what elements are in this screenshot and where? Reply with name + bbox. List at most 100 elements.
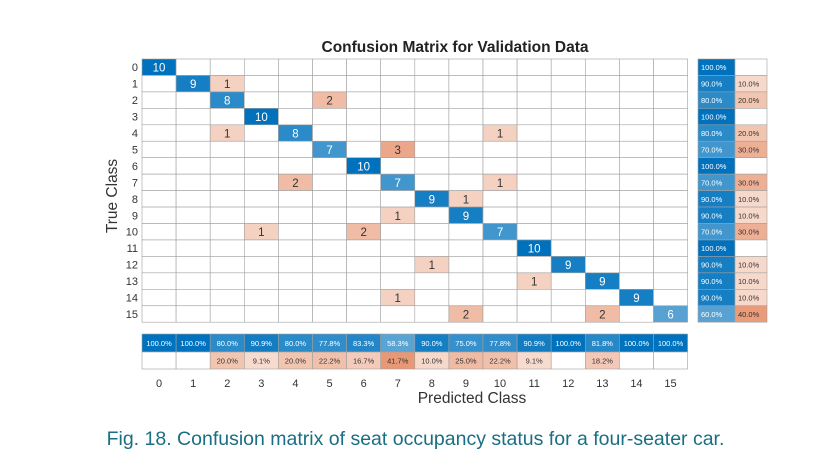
cell-count: 1	[531, 277, 537, 289]
matrix-cell	[516, 173, 552, 191]
matrix-cell	[516, 190, 552, 208]
column-summary-correct-label: 77.8%	[319, 339, 341, 348]
column-summary-incorrect-label: 22.2%	[319, 357, 341, 366]
matrix-cell	[653, 140, 688, 159]
matrix-cell	[584, 223, 620, 241]
x-tick-label: 14	[630, 378, 642, 390]
matrix-cell	[448, 239, 484, 257]
x-tick-label: 2	[224, 378, 230, 390]
matrix-cell	[619, 173, 654, 191]
matrix-cell	[209, 140, 245, 159]
y-tick-label: 0	[132, 62, 138, 74]
matrix-cell	[448, 157, 484, 175]
row-summary-correct-label: 60.0%	[701, 310, 723, 319]
column-summary-incorrect-label: 9.1%	[526, 357, 543, 366]
matrix-cell	[653, 91, 688, 109]
matrix-cell	[278, 140, 313, 159]
x-tick-label: 12	[562, 378, 574, 390]
x-tick-label: 3	[258, 378, 264, 390]
matrix-cell	[414, 239, 450, 257]
matrix-cell	[346, 288, 382, 307]
matrix-cell	[584, 140, 620, 159]
cell-count: 9	[463, 211, 469, 223]
row-summary-correct-label: 70.0%	[701, 178, 723, 187]
x-tick-label: 11	[528, 378, 539, 390]
x-tick-label: 8	[429, 378, 435, 390]
matrix-cell	[653, 239, 688, 257]
cell-count: 1	[497, 178, 503, 190]
matrix-cell	[209, 256, 245, 274]
matrix-cell	[312, 75, 347, 93]
y-axis-label: True Class	[104, 159, 121, 234]
matrix-cell	[209, 190, 245, 208]
x-tick-label: 7	[395, 378, 401, 390]
column-summary-incorrect-label: 20.0%	[217, 357, 239, 366]
matrix-cell	[414, 91, 450, 109]
matrix-cell	[244, 140, 279, 159]
matrix-cell	[653, 124, 688, 142]
cell-count: 2	[463, 309, 469, 321]
matrix-cell	[448, 288, 484, 307]
matrix-cell	[346, 272, 382, 290]
matrix-cell	[175, 124, 211, 142]
column-summary-incorrect-cell	[653, 351, 688, 370]
matrix-cell	[516, 91, 552, 109]
matrix-cell	[380, 124, 416, 142]
matrix-cell	[312, 58, 347, 76]
matrix-cell	[244, 75, 279, 93]
matrix-cell	[278, 305, 313, 323]
column-summary-correct-label: 58.3%	[387, 339, 409, 348]
matrix-cell	[175, 239, 211, 257]
x-tick-label: 0	[156, 378, 162, 390]
column-summary-incorrect-label: 20.0%	[285, 357, 307, 366]
matrix-cell	[244, 91, 279, 109]
row-summary-correct-label: 80.0%	[701, 129, 723, 138]
matrix-cell	[209, 239, 245, 257]
matrix-cell	[516, 108, 552, 126]
matrix-cell	[550, 305, 586, 323]
matrix-cell	[312, 223, 347, 241]
confusion-matrix-figure: Confusion Matrix for Validation Data 109…	[104, 39, 768, 407]
matrix-cell	[175, 272, 211, 290]
matrix-cell	[653, 173, 688, 191]
cell-count: 2	[326, 96, 332, 108]
matrix-cell	[516, 305, 552, 323]
matrix-cell	[278, 190, 313, 208]
cell-count: 1	[497, 129, 503, 141]
matrix-cell	[278, 288, 313, 307]
matrix-cell	[550, 190, 586, 208]
cell-count: 2	[292, 178, 298, 190]
matrix-cell	[482, 91, 518, 109]
cell-count: 1	[224, 129, 230, 141]
matrix-cell	[516, 124, 552, 142]
y-tick-label: 4	[132, 128, 138, 140]
matrix-cell	[653, 206, 688, 224]
matrix-cell	[653, 157, 688, 175]
matrix-cell	[244, 173, 279, 191]
matrix-cell	[175, 206, 211, 224]
matrix-cell	[584, 190, 620, 208]
column-summary-correct-label: 100.0%	[624, 339, 650, 348]
column-summary-correct-label: 100.0%	[556, 339, 582, 348]
row-summary-correct-label: 90.0%	[701, 211, 723, 220]
column-summary-incorrect-label: 16.7%	[353, 357, 375, 366]
matrix-cell	[141, 75, 177, 93]
matrix-cell	[448, 140, 484, 159]
matrix-cell	[312, 190, 347, 208]
matrix-cell	[380, 305, 416, 323]
matrix-cell	[244, 190, 279, 208]
matrix-cell	[482, 206, 518, 224]
matrix-cell	[414, 75, 450, 93]
row-summary-correct-label: 90.0%	[701, 195, 723, 204]
matrix-cell	[312, 239, 347, 257]
matrix-cell	[278, 206, 313, 224]
matrix-cell	[141, 223, 177, 241]
matrix-cell	[209, 108, 245, 126]
y-tick-label: 2	[132, 95, 138, 107]
matrix-cell	[619, 190, 654, 208]
matrix-cell	[141, 173, 177, 191]
matrix-cell	[312, 157, 347, 175]
matrix-cell	[346, 58, 382, 76]
column-summary-incorrect-cell	[141, 351, 177, 370]
y-tick-label: 13	[126, 276, 138, 288]
